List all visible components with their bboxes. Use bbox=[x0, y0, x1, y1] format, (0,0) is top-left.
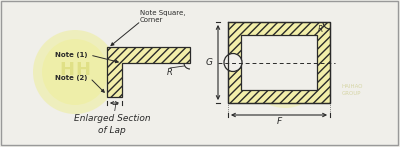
Text: T: T bbox=[112, 104, 117, 113]
Circle shape bbox=[254, 37, 316, 99]
Text: Note (1): Note (1) bbox=[55, 52, 88, 58]
Text: R: R bbox=[167, 68, 173, 77]
Circle shape bbox=[33, 30, 117, 114]
Text: Enlarged Section
of Lap: Enlarged Section of Lap bbox=[74, 114, 150, 135]
Text: G: G bbox=[206, 58, 213, 67]
Circle shape bbox=[42, 39, 108, 105]
Text: F: F bbox=[276, 117, 282, 126]
Text: H: H bbox=[76, 61, 90, 79]
Text: Note Square,
Corner: Note Square, Corner bbox=[140, 10, 186, 23]
Polygon shape bbox=[241, 35, 317, 90]
Text: H: H bbox=[270, 57, 284, 75]
Text: H: H bbox=[60, 61, 74, 79]
Polygon shape bbox=[107, 47, 190, 97]
Text: H: H bbox=[286, 57, 300, 75]
Text: R: R bbox=[318, 25, 323, 34]
Circle shape bbox=[245, 28, 325, 108]
Text: HAIHAO
GROUP: HAIHAO GROUP bbox=[341, 84, 363, 96]
Circle shape bbox=[224, 54, 242, 71]
Text: Note (2): Note (2) bbox=[55, 75, 87, 81]
Polygon shape bbox=[228, 22, 330, 103]
